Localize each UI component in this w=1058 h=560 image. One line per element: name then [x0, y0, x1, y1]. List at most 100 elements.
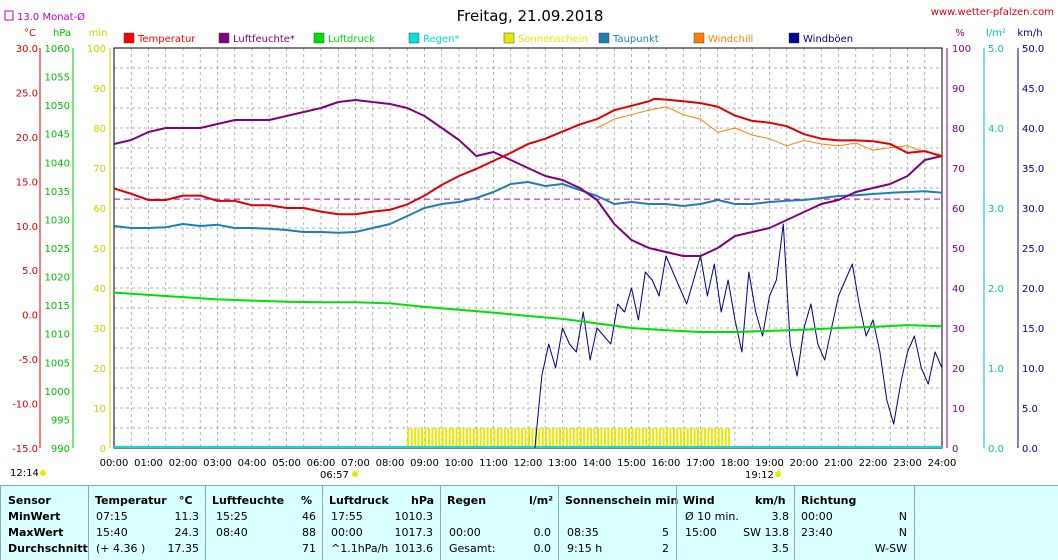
- sunshine-bar: [610, 428, 613, 448]
- axis-tick-sun: 90: [93, 84, 106, 95]
- sunshine-bar: [614, 428, 617, 448]
- axis-tick-temp: -10.0: [12, 400, 38, 411]
- sunshine-bar: [414, 428, 417, 448]
- sunshine-bar: [490, 428, 493, 448]
- axis-tick-hum: 70: [952, 164, 965, 175]
- axis-tick-press: 1010: [45, 330, 70, 341]
- sunshine-bar: [641, 428, 644, 448]
- temperature-value: 17.35: [167, 542, 200, 555]
- legend-swatch: [123, 32, 135, 44]
- x-tick-label: 15:00: [617, 458, 646, 469]
- wind-value: SW 13.8: [743, 526, 789, 539]
- sunshine-bar: [500, 428, 503, 448]
- sunshine-header: Sonnenschein min: [565, 494, 679, 507]
- sunshine-bar: [679, 428, 682, 448]
- humidity-time: 15:25: [216, 510, 248, 523]
- sunshine-bar: [552, 428, 555, 448]
- sunshine-value: 5: [662, 526, 669, 539]
- sunshine-bar: [569, 428, 572, 448]
- sunset-label: 19:12: [745, 470, 774, 481]
- axis-tick-wind: 50.0: [1022, 44, 1044, 55]
- footer-row: Temperatur °C: [89, 492, 206, 508]
- footer-row: [559, 508, 677, 524]
- sunshine-bar: [503, 428, 506, 448]
- sunshine-bar: [655, 428, 658, 448]
- sunshine-time: 9:15 h: [567, 542, 603, 555]
- axis-tick-press: 1030: [45, 215, 70, 226]
- axis-tick-hum: 40: [952, 284, 965, 295]
- axis-unit-temp: °C: [24, 28, 36, 39]
- wind-time: Ø 10 min.: [685, 510, 739, 523]
- footer-row: Sensor: [1, 492, 89, 508]
- direction-value: N: [898, 510, 907, 523]
- sunshine-bar: [707, 428, 710, 448]
- x-tick-label: 07:00: [341, 458, 370, 469]
- sunshine-bar: [721, 428, 724, 448]
- axis-tick-rain: 2.0: [988, 284, 1004, 295]
- axis-tick-press: 1005: [45, 358, 70, 369]
- temperature-time: (+ 4.36 ): [96, 542, 146, 555]
- axis-tick-press: 1060: [45, 44, 70, 55]
- axis-tick-rain: 4.0: [988, 124, 1004, 135]
- sunshine-bar: [676, 428, 679, 448]
- footer-row: 17:55 1010.3: [323, 508, 441, 524]
- source-url[interactable]: www.wetter-pfalzen.com: [931, 7, 1054, 18]
- axis-tick-sun: 50: [93, 244, 106, 255]
- axis-tick-hum: 20: [952, 364, 965, 375]
- legend-swatch: [218, 32, 230, 44]
- axis-tick-hum: 50: [952, 244, 965, 255]
- pressure-value: 1013.6: [394, 542, 434, 555]
- legend-swatch: [313, 32, 325, 44]
- sunshine-bars: [407, 428, 731, 448]
- humidity-value: 88: [302, 526, 316, 539]
- series-lines: [113, 97, 943, 449]
- sunshine-bar: [683, 428, 686, 448]
- sunshine-bar: [662, 428, 665, 448]
- axis-tick-sun: 10: [93, 404, 106, 415]
- sunshine-bar: [600, 428, 603, 448]
- sunshine-bar: [645, 428, 648, 448]
- footer-row: Sonnenschein min: [559, 492, 679, 508]
- x-tick-label: 06:00: [307, 458, 336, 469]
- axis-tick-press: 990: [51, 444, 70, 455]
- sunshine-bar: [565, 428, 568, 448]
- temperature-header: Temperatur: [95, 494, 167, 507]
- axis-tick-sun: 30: [93, 324, 106, 335]
- axis-tick-sun: 20: [93, 364, 106, 375]
- x-tick-label: 09:00: [410, 458, 439, 469]
- x-tick-label: 24:00: [928, 458, 957, 469]
- sunshine-bar: [541, 428, 544, 448]
- legend-swatch: [598, 32, 610, 44]
- legend-label: Windböen: [803, 34, 853, 45]
- sunshine-bar: [666, 428, 668, 448]
- axis-tick-temp: -15.0: [12, 444, 38, 455]
- direction-time: 23:40: [801, 526, 833, 539]
- x-tick-label: 02:00: [169, 458, 198, 469]
- axis-tick-hum: 80: [952, 124, 965, 135]
- sunshine-bar: [607, 428, 610, 448]
- sensor-row-label: Durchschnitt: [8, 542, 88, 555]
- axis-tick-temp: 20.0: [16, 133, 38, 144]
- footer-row: (+ 4.36 ) 17.35: [89, 540, 206, 556]
- temperature-unit: °C: [179, 494, 193, 507]
- axis-tick-temp: 25.0: [16, 88, 38, 99]
- axis-tick-temp: -5.0: [18, 355, 38, 366]
- sunshine-bar: [728, 428, 731, 448]
- axis-unit-press: hPa: [53, 28, 71, 39]
- footer-row: Luftdruck hPa: [323, 492, 441, 508]
- sunshine-bar: [427, 428, 430, 448]
- left-time-sun-icon: [40, 470, 46, 476]
- axis-unit-sun: min: [89, 28, 108, 39]
- sunshine-bar: [421, 428, 424, 448]
- sunshine-bar: [576, 428, 579, 448]
- sunshine-bar: [628, 428, 631, 448]
- axis-tick-temp: 30.0: [16, 44, 38, 55]
- pressure-header: Luftdruck: [329, 494, 389, 507]
- sunrise-icon: [352, 471, 358, 477]
- axis-tick-press: 1000: [45, 387, 70, 398]
- x-tick-label: 00:00: [100, 458, 129, 469]
- temperature-value: 11.3: [174, 510, 200, 523]
- series-line-luftfeuchte: [113, 99, 943, 257]
- temperature-column: Temperatur °C 07:15 11.3 15:40 24.3 (+ 4.36 ) 1…: [88, 486, 206, 560]
- axis-tick-wind: 10.0: [1022, 364, 1044, 375]
